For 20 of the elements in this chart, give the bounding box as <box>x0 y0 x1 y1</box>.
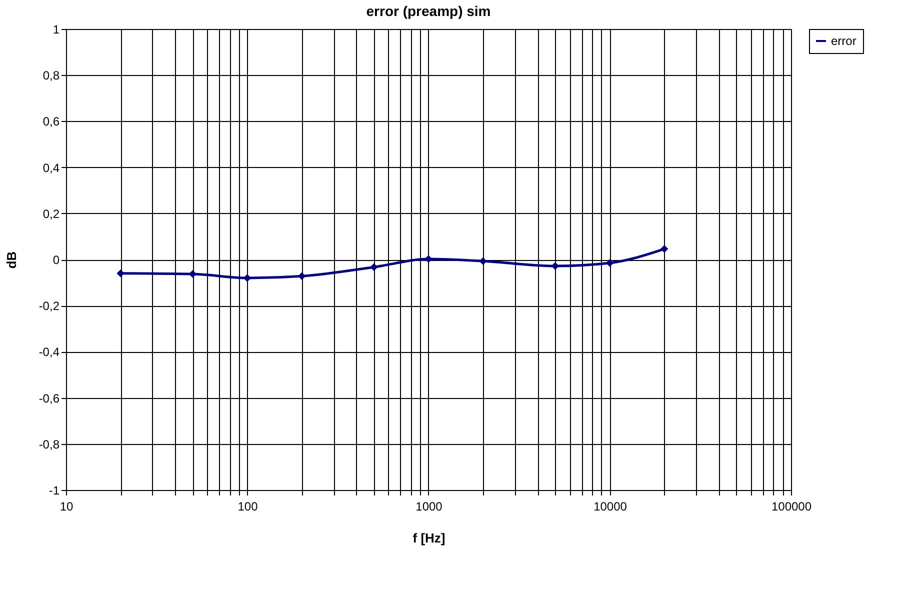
y-tick-label: -1 <box>48 484 60 498</box>
y-tick-label: 0,8 <box>42 68 60 83</box>
y-tick-label: 1 <box>52 22 60 36</box>
y-tick-label: 0,6 <box>42 114 60 129</box>
x-axis-title: f [Hz] <box>412 530 446 546</box>
y-tick-label: -0,2 <box>38 299 60 314</box>
x-tick-label: 100 <box>238 500 258 514</box>
x-tick-label: 100000 <box>771 500 812 514</box>
y-tick-label: 0,4 <box>42 160 60 175</box>
y-tick-label: -0,4 <box>38 345 60 360</box>
y-tick-label: -0,8 <box>38 437 60 452</box>
x-tick-label: 10 <box>60 500 74 514</box>
y-tick-label: 0 <box>52 253 60 267</box>
x-tick-label: 10000 <box>594 500 628 514</box>
y-axis-title: dB <box>4 251 19 269</box>
legend-label: error <box>831 34 856 48</box>
chart-title: error (preamp) sim <box>366 3 491 19</box>
y-tick-label: 0,2 <box>42 206 60 221</box>
y-tick-label: -0,6 <box>38 391 60 406</box>
x-tick-label: 1000 <box>416 500 443 514</box>
